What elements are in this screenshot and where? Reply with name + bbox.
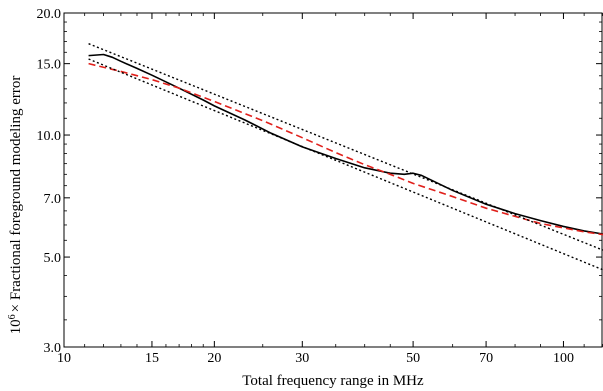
y-tick-label: 10.0 bbox=[37, 129, 62, 144]
y-axis-title: 106× Fractional foreground modeling erro… bbox=[7, 76, 25, 335]
axes: 10 15 20 30 50 70 100 3.0 5.0 7.0 10.0 15.0 20.0 bbox=[37, 7, 603, 366]
y-tick-label: 20.0 bbox=[37, 7, 62, 22]
y-tick-label: 15.0 bbox=[37, 58, 62, 73]
y-axis-title-suffix: × Fractional foreground modeling error bbox=[8, 76, 24, 313]
x-tick-label: 100 bbox=[553, 351, 574, 366]
y-tick-label: 7.0 bbox=[44, 192, 62, 207]
x-tick-label: 50 bbox=[406, 351, 420, 366]
plot-frame bbox=[63, 12, 603, 348]
y-tick-label: 5.0 bbox=[44, 251, 62, 266]
x-tick-label: 30 bbox=[295, 351, 309, 366]
series-dashed-line-1 bbox=[88, 62, 603, 236]
plot-area bbox=[63, 12, 603, 348]
x-tick-label: 70 bbox=[479, 351, 493, 366]
y-tick-label: 3.0 bbox=[44, 341, 62, 356]
y-axis-title-exponent: 6 bbox=[7, 314, 18, 319]
x-tick-label: 15 bbox=[145, 351, 159, 366]
svg-text:106× Fractional foreground mod: 106× Fractional foreground modeling erro… bbox=[7, 76, 25, 335]
x-axis-title: Total frequency range in MHz bbox=[242, 373, 424, 389]
x-tick-label: 20 bbox=[207, 351, 221, 366]
series-dotted-line-3 bbox=[88, 58, 603, 271]
y-axis-title-prefix: 10 bbox=[8, 319, 24, 334]
series-solid-line-0 bbox=[88, 53, 603, 235]
series-layer bbox=[88, 43, 603, 271]
x-tick-label: 10 bbox=[57, 351, 71, 366]
